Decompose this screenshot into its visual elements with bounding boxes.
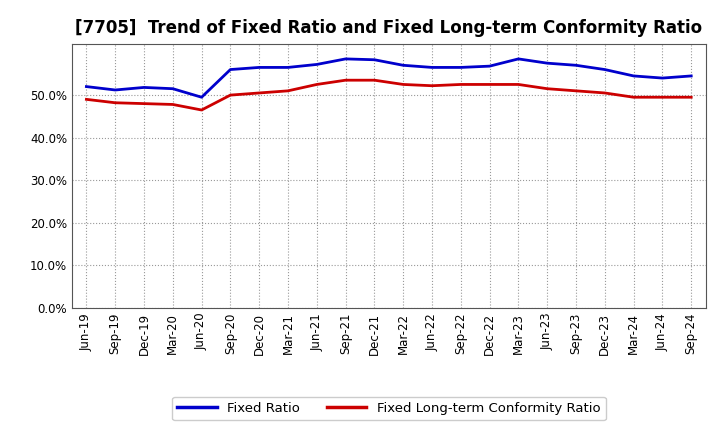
Fixed Long-term Conformity Ratio: [687, 95, 696, 100]
Fixed Ratio: [341, 56, 350, 62]
Fixed Ratio: [255, 65, 264, 70]
Fixed Long-term Conformity Ratio: [600, 90, 609, 95]
Fixed Long-term Conformity Ratio: [629, 95, 638, 100]
Fixed Long-term Conformity Ratio: [399, 82, 408, 87]
Fixed Ratio: [456, 65, 465, 70]
Fixed Long-term Conformity Ratio: [226, 92, 235, 98]
Fixed Long-term Conformity Ratio: [658, 95, 667, 100]
Fixed Long-term Conformity Ratio: [456, 82, 465, 87]
Title: [7705]  Trend of Fixed Ratio and Fixed Long-term Conformity Ratio: [7705] Trend of Fixed Ratio and Fixed Lo…: [75, 19, 703, 37]
Fixed Long-term Conformity Ratio: [284, 88, 292, 93]
Fixed Ratio: [658, 75, 667, 81]
Fixed Ratio: [140, 85, 148, 90]
Fixed Ratio: [514, 56, 523, 62]
Fixed Long-term Conformity Ratio: [572, 88, 580, 93]
Fixed Ratio: [399, 62, 408, 68]
Fixed Long-term Conformity Ratio: [543, 86, 552, 92]
Fixed Ratio: [600, 67, 609, 72]
Fixed Ratio: [82, 84, 91, 89]
Legend: Fixed Ratio, Fixed Long-term Conformity Ratio: Fixed Ratio, Fixed Long-term Conformity …: [172, 396, 606, 420]
Fixed Long-term Conformity Ratio: [312, 82, 321, 87]
Fixed Ratio: [168, 86, 177, 92]
Fixed Long-term Conformity Ratio: [485, 82, 494, 87]
Fixed Long-term Conformity Ratio: [168, 102, 177, 107]
Fixed Ratio: [485, 63, 494, 69]
Fixed Ratio: [629, 73, 638, 79]
Fixed Long-term Conformity Ratio: [255, 90, 264, 95]
Fixed Long-term Conformity Ratio: [140, 101, 148, 106]
Line: Fixed Ratio: Fixed Ratio: [86, 59, 691, 97]
Fixed Ratio: [370, 57, 379, 62]
Fixed Long-term Conformity Ratio: [514, 82, 523, 87]
Fixed Long-term Conformity Ratio: [370, 77, 379, 83]
Fixed Ratio: [284, 65, 292, 70]
Fixed Long-term Conformity Ratio: [341, 77, 350, 83]
Fixed Long-term Conformity Ratio: [197, 107, 206, 113]
Fixed Ratio: [572, 62, 580, 68]
Fixed Long-term Conformity Ratio: [111, 100, 120, 106]
Line: Fixed Long-term Conformity Ratio: Fixed Long-term Conformity Ratio: [86, 80, 691, 110]
Fixed Long-term Conformity Ratio: [428, 83, 436, 88]
Fixed Ratio: [428, 65, 436, 70]
Fixed Ratio: [543, 61, 552, 66]
Fixed Ratio: [226, 67, 235, 72]
Fixed Ratio: [312, 62, 321, 67]
Fixed Long-term Conformity Ratio: [82, 97, 91, 102]
Fixed Ratio: [197, 95, 206, 100]
Fixed Ratio: [111, 88, 120, 93]
Fixed Ratio: [687, 73, 696, 79]
